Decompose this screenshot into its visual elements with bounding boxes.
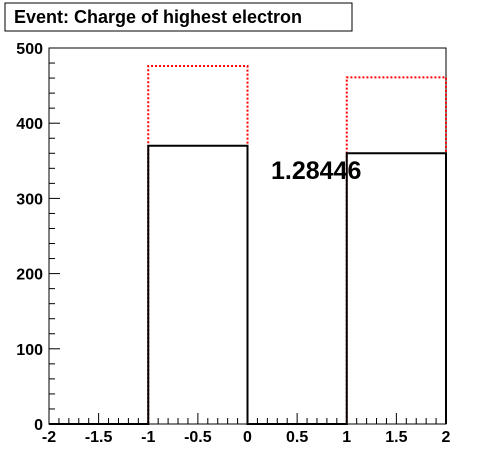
histogram-bin-0-1 [148,146,247,424]
x-axis: -2 -1.5 -1 -0.5 0 0.5 1 1.5 2 [42,413,451,446]
x-tick-label: -0.5 [184,429,212,446]
histogram-series [49,65,447,425]
y-tick-label: 0 [34,417,43,434]
histogram-bin-0-3 [347,153,446,424]
y-tick-label: 200 [16,267,43,284]
x-tick-label: 0 [243,429,252,446]
y-tick-label: 300 [16,191,43,208]
x-tick-label: 1 [342,429,351,446]
histogram-series-0 [49,144,447,425]
title-box-frame [4,2,353,32]
y-axis: 0 100 200 300 400 500 [16,41,60,434]
chart-title-box: Event: Charge of highest electron [4,2,353,32]
x-tick-label: -1.5 [85,429,113,446]
x-tick-label: 0.5 [286,429,308,446]
y-tick-label: 400 [16,116,43,133]
annotation-value: 1.28446 [271,157,361,185]
y-tick-label: 100 [16,342,43,359]
x-tick-label: -2 [42,429,56,446]
x-tick-label: 2 [442,429,451,446]
chart-title: Event: Charge of highest electron [14,7,302,27]
y-tick-label: 500 [16,41,43,58]
x-tick-label: 1.5 [385,429,407,446]
x-tick-label: -1 [141,429,155,446]
